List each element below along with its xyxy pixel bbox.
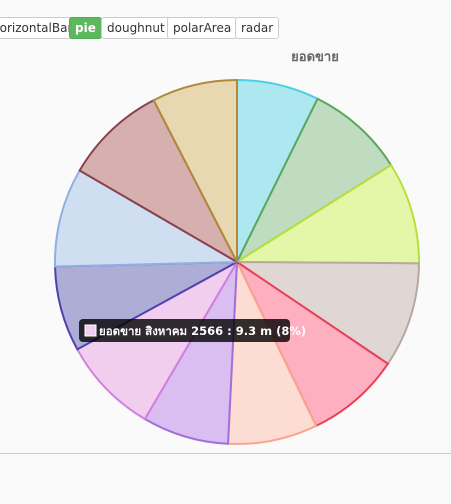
pie-slice [234,97,393,265]
pie-slice [54,169,241,268]
pie-slice [234,259,390,428]
tooltip-box [79,319,290,342]
divider [0,453,451,454]
chart-type-button[interactable]: radar [235,17,280,39]
tooltip-text: ยอดขาย สิงหาคม 2566 : 9.3 m (8%) [99,324,306,338]
chart: ยอดขาย ยอดขาย สิงหาคม 2566 : 9.3 m (8%) [54,50,421,445]
tooltip: ยอดขาย สิงหาคม 2566 : 9.3 m (8%) [79,319,306,342]
pie-slice [233,163,420,265]
pie-slice [226,261,318,445]
pie-slice [152,78,238,263]
chart-type-button[interactable]: horizontalBar [0,17,79,39]
pie-slice [233,260,421,366]
tooltip-swatch [84,324,97,337]
chart-title: ยอดขาย [291,50,339,65]
chart-type-button[interactable]: pie [69,17,102,39]
chart-type-button[interactable]: polarArea [167,17,238,39]
pie-slice [78,98,240,265]
